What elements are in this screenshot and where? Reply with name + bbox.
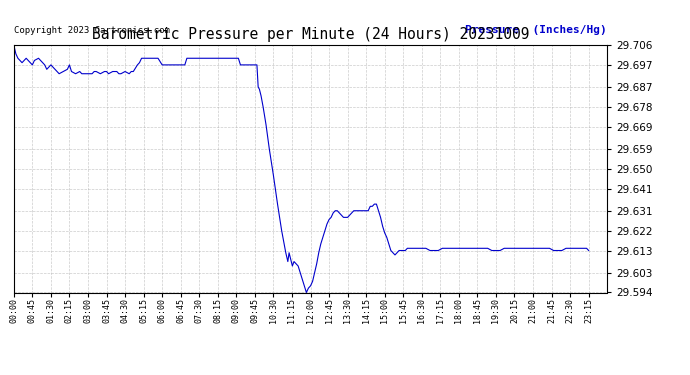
Text: Copyright 2023 Cartronics.com: Copyright 2023 Cartronics.com	[14, 26, 170, 35]
Title: Barometric Pressure per Minute (24 Hours) 20231009: Barometric Pressure per Minute (24 Hours…	[92, 27, 529, 42]
Text: Pressure  (Inches/Hg): Pressure (Inches/Hg)	[466, 25, 607, 35]
